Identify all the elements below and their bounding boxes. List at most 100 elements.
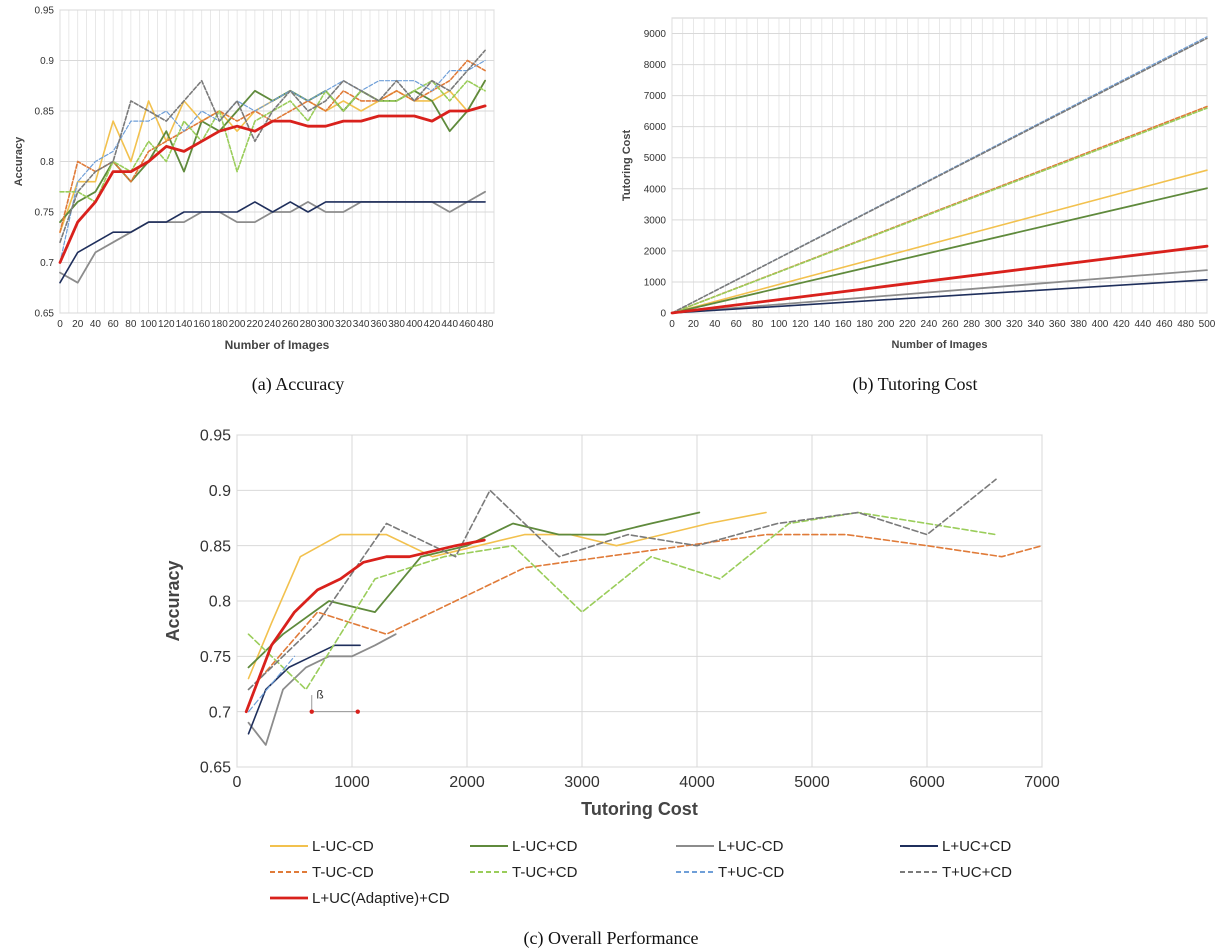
x-tick-label: 320 — [1006, 319, 1023, 330]
series-line-l-uc-cd — [59, 201, 486, 284]
series-line-t-uc-cd — [247, 655, 296, 713]
x-tick-label: 380 — [1070, 319, 1087, 330]
x-tick-label: 160 — [835, 319, 852, 330]
legend-label-t-uc-cd: T+UC-CD — [718, 864, 784, 881]
y-tick-label: 2000 — [644, 246, 667, 257]
x-tick-label: 120 — [792, 319, 809, 330]
y-tick-label: 0.75 — [200, 649, 231, 666]
x-tick-label: 4000 — [679, 774, 715, 791]
x-tick-label: 7000 — [1024, 774, 1060, 791]
y-tick-label: 0.75 — [35, 208, 55, 219]
x-tick-label: 1000 — [334, 774, 370, 791]
x-tick-label: 400 — [406, 319, 423, 330]
legend-label-l-uc-cd: L-UC+CD — [512, 838, 578, 855]
y-tick-label: 9000 — [644, 29, 667, 40]
x-tick-label: 460 — [459, 319, 476, 330]
x-tick-label: 40 — [709, 319, 721, 330]
legend-label-t-uc-cd: T+UC+CD — [942, 864, 1012, 881]
y-tick-label: 7000 — [644, 91, 667, 102]
x-tick-label: 300 — [985, 319, 1002, 330]
y-tick-label: 0.9 — [209, 483, 231, 500]
x-tick-label: 420 — [424, 319, 441, 330]
beta-marker — [309, 709, 314, 714]
y-axis-label: Accuracy — [163, 560, 183, 641]
x-tick-label: 2000 — [449, 774, 485, 791]
x-tick-label: 120 — [158, 319, 175, 330]
legend-label-l-uc-cd: L+UC+CD — [942, 838, 1011, 855]
y-tick-label: 8000 — [644, 60, 667, 71]
series-line-t-uc-cd — [59, 59, 486, 264]
series-line-l-uc-cd — [671, 169, 1208, 314]
legend-label-t-uc-cd: T-UC-CD — [312, 864, 374, 881]
tutoring-cost-chart: 0 20 40 60 80 100 120 140 160 180 200 220 240 260 280 3… — [621, 17, 1216, 351]
series-line-t-uc-cd — [247, 511, 997, 691]
caption-c: (c) Overall Performance — [524, 928, 699, 949]
legend-label-l-uc-adaptive-cd: L+UC(Adaptive)+CD — [312, 890, 450, 907]
series-line-l-uc-cd — [247, 633, 397, 746]
x-tick-label: 340 — [353, 319, 370, 330]
x-tick-label: 380 — [388, 319, 405, 330]
accuracy-chart: 0 20 40 60 80 100 120 140 160 180 200 220 240 260 280 3… — [13, 6, 495, 352]
x-tick-label: 100 — [771, 319, 788, 330]
series-line-t-uc-cd — [247, 478, 997, 691]
x-tick-label: 0 — [669, 319, 675, 330]
x-tick-label: 220 — [899, 319, 916, 330]
series-line-l-uc-cd — [671, 269, 1208, 314]
series-line-l-uc-cd — [671, 187, 1208, 314]
legend-label-l-uc-cd: L-UC-CD — [312, 838, 374, 855]
series-line-l-uc-adaptive-cd — [244, 538, 486, 714]
x-tick-label: 5000 — [794, 774, 830, 791]
x-tick-label: 200 — [878, 319, 895, 330]
beta-label: ß — [316, 687, 323, 701]
series-line-l-uc-cd — [247, 511, 767, 680]
y-tick-label: 0.7 — [209, 704, 231, 721]
y-axis-label: Tutoring Cost — [621, 130, 633, 202]
series-line-l-uc-cd — [671, 278, 1208, 314]
y-tick-label: 0.8 — [209, 594, 231, 611]
x-tick-label: 60 — [731, 319, 743, 330]
series-line-l-uc-adaptive-cd — [670, 244, 1209, 315]
x-tick-label: 440 — [1134, 319, 1151, 330]
x-tick-label: 200 — [229, 319, 246, 330]
series-line-l-uc-cd — [247, 511, 701, 669]
y-tick-label: 0.65 — [200, 760, 231, 777]
legend-label-t-uc-cd: T-UC+CD — [512, 864, 578, 881]
caption-a: (a) Accuracy — [252, 374, 344, 395]
y-tick-label: 0.9 — [40, 56, 54, 67]
y-tick-label: 0 — [660, 309, 666, 320]
chart-legend: L-UC-CD L-UC+CD L+UC-CD L+UC+CD T-UC-CD T-UC+… — [270, 838, 1012, 907]
x-tick-label: 480 — [1177, 319, 1194, 330]
x-axis-label: Tutoring Cost — [581, 799, 698, 819]
y-tick-label: 0.7 — [40, 258, 54, 269]
x-tick-label: 400 — [1092, 319, 1109, 330]
x-tick-label: 440 — [441, 319, 458, 330]
x-tick-label: 220 — [247, 319, 264, 330]
x-tick-label: 280 — [300, 319, 317, 330]
x-tick-label: 360 — [371, 319, 388, 330]
x-axis-label: Number of Images — [892, 339, 988, 351]
x-tick-label: 60 — [108, 319, 120, 330]
x-tick-label: 500 — [1199, 319, 1216, 330]
y-axis-label: Accuracy — [13, 136, 25, 186]
y-tick-label: 1000 — [644, 277, 667, 288]
beta-marker — [355, 709, 360, 714]
x-tick-label: 460 — [1156, 319, 1173, 330]
y-tick-label: 0.85 — [200, 538, 231, 555]
x-tick-label: 80 — [125, 319, 137, 330]
x-tick-label: 20 — [72, 319, 84, 330]
y-tick-label: 4000 — [644, 184, 667, 195]
x-tick-label: 180 — [211, 319, 228, 330]
x-tick-label: 20 — [688, 319, 700, 330]
series-line-t-uc-cd — [59, 49, 486, 244]
x-tick-label: 240 — [920, 319, 937, 330]
y-tick-label: 0.8 — [40, 157, 54, 168]
overall-performance-chart: 0 1000 2000 3000 4000 5000 6000 7000 0.65 0.7 0.75… — [163, 428, 1060, 819]
x-tick-label: 240 — [264, 319, 281, 330]
x-tick-label: 300 — [317, 319, 334, 330]
y-tick-label: 3000 — [644, 215, 667, 226]
x-tick-label: 100 — [140, 319, 157, 330]
x-axis-label: Number of Images — [225, 338, 330, 352]
y-tick-label: 0.95 — [35, 6, 55, 17]
legend-label-l-uc-cd: L+UC-CD — [718, 838, 784, 855]
